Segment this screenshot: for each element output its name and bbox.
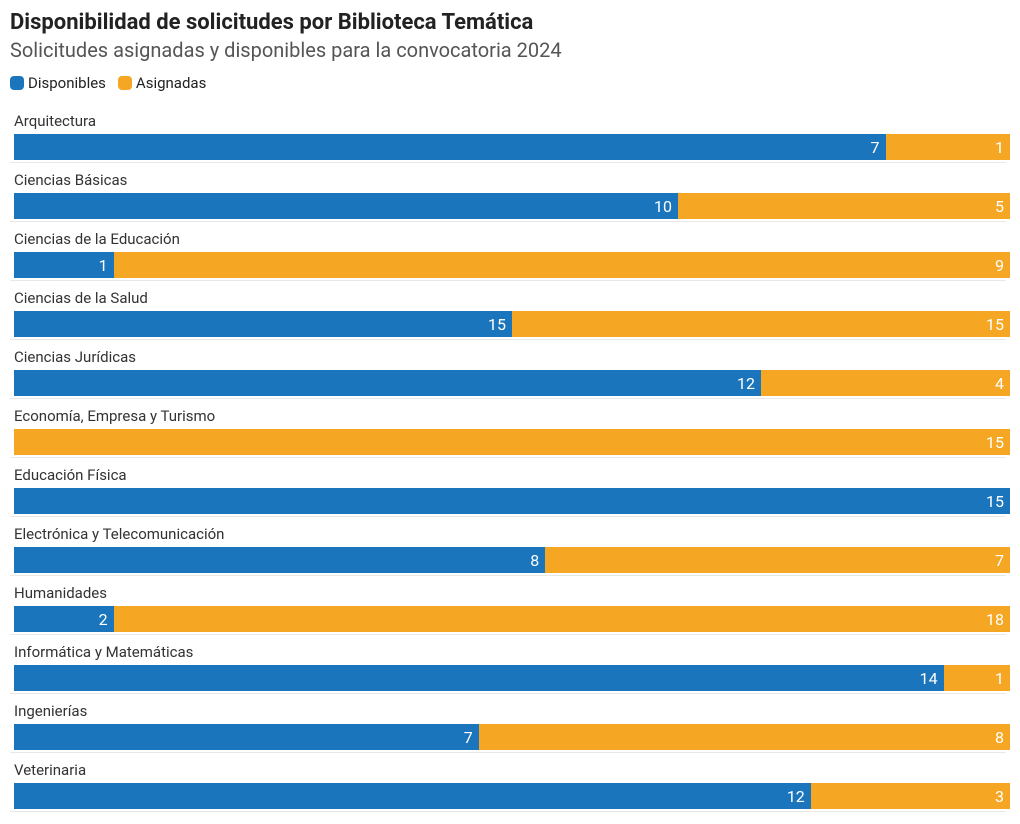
chart-row: Economía, Empresa y Turismo 15 xyxy=(10,401,1006,458)
bar-segment-disponibles: 8 xyxy=(14,547,545,573)
bar-value-asignadas: 15 xyxy=(986,433,1004,452)
bar-track: 15 xyxy=(14,429,1010,455)
chart-row: Humanidades 2 18 xyxy=(10,578,1006,635)
chart-row: Informática y Matemáticas 14 1 xyxy=(10,637,1006,694)
bar-value-disponibles: 15 xyxy=(488,315,506,334)
bar-value-asignadas: 3 xyxy=(995,787,1004,806)
bar-value-asignadas: 1 xyxy=(995,669,1004,688)
chart-title: Disponibilidad de solicitudes por Biblio… xyxy=(10,10,1006,36)
row-label: Humanidades xyxy=(14,578,1006,606)
bar-track: 14 1 xyxy=(14,665,1010,691)
bar-track: 12 4 xyxy=(14,370,1010,396)
chart-container: Disponibilidad de solicitudes por Biblio… xyxy=(0,0,1020,824)
bar-value-asignadas: 9 xyxy=(995,256,1004,275)
chart-row: Ciencias Básicas 10 5 xyxy=(10,165,1006,222)
bar-value-disponibles: 2 xyxy=(99,610,108,629)
bar-track: 2 18 xyxy=(14,606,1010,632)
chart-row: Ciencias de la Educación 1 9 xyxy=(10,224,1006,281)
legend-swatch-asignadas xyxy=(118,76,132,90)
bar-value-disponibles: 14 xyxy=(920,669,938,688)
bar-value-disponibles: 12 xyxy=(787,787,805,806)
row-label: Ciencias de la Salud xyxy=(14,283,1006,311)
chart-row: Arquitectura 7 1 xyxy=(10,106,1006,163)
bar-track: 10 5 xyxy=(14,193,1010,219)
bar-value-asignadas: 1 xyxy=(995,138,1004,157)
bar-track: 19 xyxy=(14,252,1010,278)
bar-value-asignadas: 8 xyxy=(995,728,1004,747)
legend: Disponibles Asignadas xyxy=(10,74,1006,92)
row-label: Educación Física xyxy=(14,460,1006,488)
bar-segment-asignadas: 9 xyxy=(114,252,1010,278)
row-label: Arquitectura xyxy=(14,106,1006,134)
chart-row: Electrónica y Telecomunicación 8 7 xyxy=(10,519,1006,576)
row-label: Ciencias Jurídicas xyxy=(14,342,1006,370)
chart-rows: Arquitectura71Ciencias Básicas105Ciencia… xyxy=(10,106,1006,812)
chart-row: Ingenierías 7 8 xyxy=(10,696,1006,753)
chart-row: Veterinaria 12 3 xyxy=(10,755,1006,812)
bar-value-disponibles: 7 xyxy=(464,728,473,747)
bar-track: 71 xyxy=(14,134,1010,160)
bar-value-disponibles: 10 xyxy=(654,197,672,216)
bar-value-disponibles: 1 xyxy=(99,256,108,275)
row-label: Economía, Empresa y Turismo xyxy=(14,401,1006,429)
row-label: Ingenierías xyxy=(14,696,1006,724)
bar-segment-asignadas: 8 xyxy=(479,724,1010,750)
bar-segment-disponibles: 2 xyxy=(14,606,114,632)
bar-value-disponibles: 15 xyxy=(986,492,1004,511)
chart-row: Educación Física 15 xyxy=(10,460,1006,517)
bar-track: 12 3 xyxy=(14,783,1010,809)
bar-value-asignadas: 5 xyxy=(995,197,1004,216)
bar-segment-disponibles: 12 xyxy=(14,783,811,809)
bar-segment-disponibles: 12 xyxy=(14,370,761,396)
row-label: Ciencias de la Educación xyxy=(14,224,1006,252)
row-label: Veterinaria xyxy=(14,755,1006,783)
row-label: Informática y Matemáticas xyxy=(14,637,1006,665)
legend-swatch-disponibles xyxy=(10,76,24,90)
legend-item-disponibles: Disponibles xyxy=(10,74,106,92)
bar-segment-asignadas: 1 xyxy=(944,665,1010,691)
legend-label-asignadas: Asignadas xyxy=(136,74,206,92)
bar-segment-disponibles: 1 xyxy=(14,252,114,278)
bar-segment-disponibles: 15 xyxy=(14,311,512,337)
bar-track: 1515 xyxy=(14,311,1010,337)
bar-track: 78 xyxy=(14,724,1010,750)
bar-value-disponibles: 12 xyxy=(737,374,755,393)
row-label: Ciencias Básicas xyxy=(14,165,1006,193)
bar-track: 87 xyxy=(14,547,1010,573)
bar-segment-asignadas: 1 xyxy=(886,134,1011,160)
bar-segment-asignadas: 15 xyxy=(14,429,1010,455)
bar-segment-asignadas: 15 xyxy=(512,311,1010,337)
bar-segment-disponibles: 7 xyxy=(14,724,479,750)
bar-segment-asignadas: 7 xyxy=(545,547,1010,573)
legend-label-disponibles: Disponibles xyxy=(28,74,106,92)
bar-value-disponibles: 8 xyxy=(530,551,539,570)
bar-segment-asignadas: 18 xyxy=(114,606,1010,632)
bar-value-asignadas: 4 xyxy=(995,374,1004,393)
chart-subtitle: Solicitudes asignadas y disponibles para… xyxy=(10,38,1006,62)
bar-segment-disponibles: 10 xyxy=(14,193,678,219)
chart-row: Ciencias de la Salud 15 15 xyxy=(10,283,1006,340)
bar-value-asignadas: 15 xyxy=(986,315,1004,334)
bar-segment-asignadas: 5 xyxy=(678,193,1010,219)
bar-segment-disponibles: 14 xyxy=(14,665,944,691)
bar-value-disponibles: 7 xyxy=(871,138,880,157)
bar-value-asignadas: 18 xyxy=(986,610,1004,629)
bar-segment-asignadas: 4 xyxy=(761,370,1010,396)
legend-item-asignadas: Asignadas xyxy=(118,74,206,92)
row-label: Electrónica y Telecomunicación xyxy=(14,519,1006,547)
bar-value-asignadas: 7 xyxy=(995,551,1004,570)
chart-row: Ciencias Jurídicas 12 4 xyxy=(10,342,1006,399)
bar-segment-disponibles: 15 xyxy=(14,488,1010,514)
bar-segment-disponibles: 7 xyxy=(14,134,886,160)
bar-track: 15 xyxy=(14,488,1010,514)
bar-segment-asignadas: 3 xyxy=(811,783,1010,809)
